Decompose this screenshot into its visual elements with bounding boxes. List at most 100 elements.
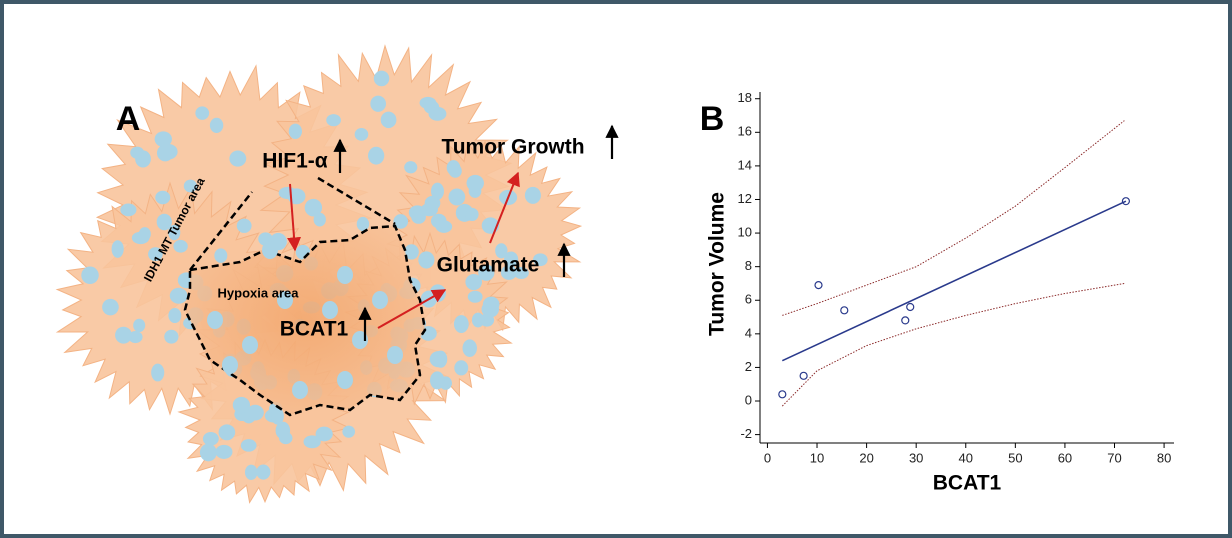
cell xyxy=(368,146,385,165)
x-tick-label: 60 xyxy=(1058,450,1072,465)
y-tick-label: 16 xyxy=(738,124,752,139)
data-point xyxy=(799,371,808,380)
node-label: Tumor Growth xyxy=(441,136,584,159)
data-point xyxy=(1121,197,1131,206)
cell xyxy=(465,207,479,221)
panel-label: A xyxy=(116,100,141,138)
cell xyxy=(232,396,251,414)
cell xyxy=(448,188,466,206)
cell xyxy=(431,182,444,200)
node-label: BCAT1 xyxy=(280,318,349,341)
y-tick-label: 0 xyxy=(745,392,752,407)
x-tick-label: 20 xyxy=(859,450,873,465)
cell xyxy=(131,231,150,245)
x-axis-label: BCAT1 xyxy=(933,472,1002,495)
cell xyxy=(218,424,236,441)
cell xyxy=(454,360,469,376)
cell xyxy=(164,329,179,344)
cell xyxy=(292,381,308,399)
node-label: HIF1-α xyxy=(262,150,328,173)
cell xyxy=(482,296,500,312)
cell xyxy=(154,131,172,147)
cell xyxy=(429,351,447,368)
cell xyxy=(81,266,99,285)
cell xyxy=(183,179,198,193)
cell xyxy=(271,407,284,425)
cell xyxy=(246,404,264,421)
cell xyxy=(303,435,321,449)
y-axis-label: Tumor Volume xyxy=(706,192,729,336)
cell xyxy=(275,421,291,440)
cell xyxy=(156,144,174,162)
cell xyxy=(404,244,419,260)
cell xyxy=(214,248,228,263)
cell xyxy=(453,315,469,334)
cell xyxy=(430,213,447,229)
cell xyxy=(393,214,409,229)
red-arrow xyxy=(287,183,302,252)
cell xyxy=(128,330,143,344)
cell xyxy=(277,291,293,309)
cell xyxy=(504,251,519,268)
cell xyxy=(120,203,137,217)
y-tick-label: -2 xyxy=(740,426,752,441)
cell xyxy=(102,298,119,316)
cell xyxy=(215,444,233,459)
x-tick-label: 0 xyxy=(764,450,771,465)
cell xyxy=(356,216,370,232)
cell xyxy=(115,326,132,344)
y-tick-label: 14 xyxy=(738,157,752,172)
cell xyxy=(262,241,278,259)
cell xyxy=(478,264,495,281)
cell xyxy=(372,291,388,309)
y-tick-label: 8 xyxy=(745,258,752,273)
cell xyxy=(495,243,508,259)
cell xyxy=(207,311,223,329)
cell xyxy=(130,146,145,159)
x-tick-label: 30 xyxy=(909,450,923,465)
cell xyxy=(133,318,146,333)
cell xyxy=(155,190,171,205)
x-tick-label: 10 xyxy=(810,450,824,465)
y-tick-label: 12 xyxy=(738,191,752,206)
red-arrow xyxy=(489,171,520,244)
data-point xyxy=(906,302,915,312)
cell xyxy=(156,213,172,231)
data-point xyxy=(778,390,787,399)
x-tick-label: 80 xyxy=(1157,450,1171,465)
x-tick-label: 50 xyxy=(1008,450,1022,465)
cell xyxy=(370,95,387,112)
cell xyxy=(173,239,188,253)
cell xyxy=(313,212,326,227)
cell xyxy=(467,290,483,303)
data-point xyxy=(840,306,849,315)
data-point xyxy=(901,316,910,325)
hypoxia-label: Hypoxia area xyxy=(218,285,300,300)
cell xyxy=(169,287,188,304)
cell xyxy=(244,464,258,481)
cell xyxy=(195,106,210,120)
cell xyxy=(151,363,165,382)
cell xyxy=(354,127,369,141)
dashed-line xyxy=(317,176,396,226)
x-tick-label: 70 xyxy=(1107,450,1121,465)
cell xyxy=(240,439,257,452)
y-tick-label: 18 xyxy=(738,90,752,105)
cell xyxy=(420,203,438,217)
cell xyxy=(222,356,238,374)
cell xyxy=(242,336,258,354)
cell xyxy=(337,266,353,284)
cell xyxy=(148,247,163,262)
y-tick-label: 10 xyxy=(738,225,752,240)
cell xyxy=(533,253,548,267)
cell xyxy=(387,346,403,364)
cell xyxy=(322,301,338,319)
cell xyxy=(229,150,247,167)
data-point xyxy=(814,281,823,290)
confidence-band xyxy=(782,120,1125,316)
cell xyxy=(342,425,356,438)
y-tick-label: 6 xyxy=(745,292,752,307)
cell xyxy=(236,218,252,233)
cell xyxy=(202,432,219,446)
